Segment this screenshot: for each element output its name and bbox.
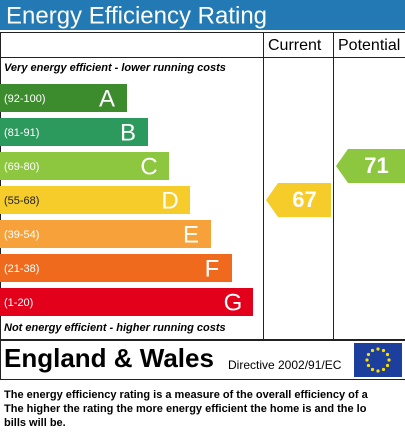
description-line: The higher the rating the more energy ef… bbox=[4, 403, 367, 415]
band-range: (55-68) bbox=[4, 195, 39, 207]
band-letter: E bbox=[183, 221, 199, 248]
rating-value: 71 bbox=[364, 153, 388, 178]
bottom-note: Not energy efficient - higher running co… bbox=[4, 322, 226, 334]
band-range: (21-38) bbox=[4, 263, 39, 275]
rating-value: 67 bbox=[292, 187, 316, 212]
description-line: bills will be. bbox=[4, 417, 66, 429]
star bbox=[366, 363, 371, 368]
band-bar bbox=[0, 288, 253, 316]
band-range: (92-100) bbox=[4, 93, 46, 105]
band-letter: G bbox=[224, 289, 243, 316]
star bbox=[381, 367, 386, 372]
eu-flag bbox=[354, 343, 402, 377]
title: Energy Efficiency Rating bbox=[6, 2, 267, 29]
star bbox=[376, 347, 380, 351]
band-bar bbox=[0, 152, 169, 180]
star bbox=[381, 348, 386, 353]
band-bar bbox=[0, 84, 127, 112]
star bbox=[370, 348, 375, 353]
band-letter: A bbox=[99, 85, 115, 112]
band-range: (39-54) bbox=[4, 229, 39, 241]
band-range: (81-91) bbox=[4, 127, 39, 139]
column-header: Potential bbox=[338, 37, 400, 54]
top-note: Very energy efficient - lower running co… bbox=[4, 62, 226, 74]
star bbox=[385, 352, 390, 357]
star bbox=[370, 367, 375, 372]
star bbox=[385, 363, 390, 368]
description-line: The energy efficiency rating is a measur… bbox=[4, 389, 369, 401]
title-bar bbox=[0, 0, 405, 30]
band-bar bbox=[0, 186, 190, 214]
rating-arrow bbox=[266, 183, 331, 217]
band-bar bbox=[0, 220, 211, 248]
band-bar bbox=[0, 118, 148, 146]
band-letter: C bbox=[140, 153, 157, 180]
star bbox=[366, 352, 371, 357]
band-letter: D bbox=[161, 187, 178, 214]
footer-region: England & Wales bbox=[4, 343, 214, 373]
band-range: (69-80) bbox=[4, 161, 39, 173]
rating-arrow bbox=[336, 149, 405, 183]
column-header: Current bbox=[268, 37, 322, 54]
star bbox=[365, 358, 369, 362]
band-letter: F bbox=[205, 255, 220, 282]
band-letter: B bbox=[120, 119, 136, 146]
footer-directive: Directive 2002/91/EC bbox=[228, 358, 342, 372]
star bbox=[376, 369, 380, 373]
footer-frame bbox=[0, 340, 405, 380]
star bbox=[387, 358, 391, 362]
band-range: (1-20) bbox=[4, 297, 33, 309]
band-bar bbox=[0, 254, 232, 282]
